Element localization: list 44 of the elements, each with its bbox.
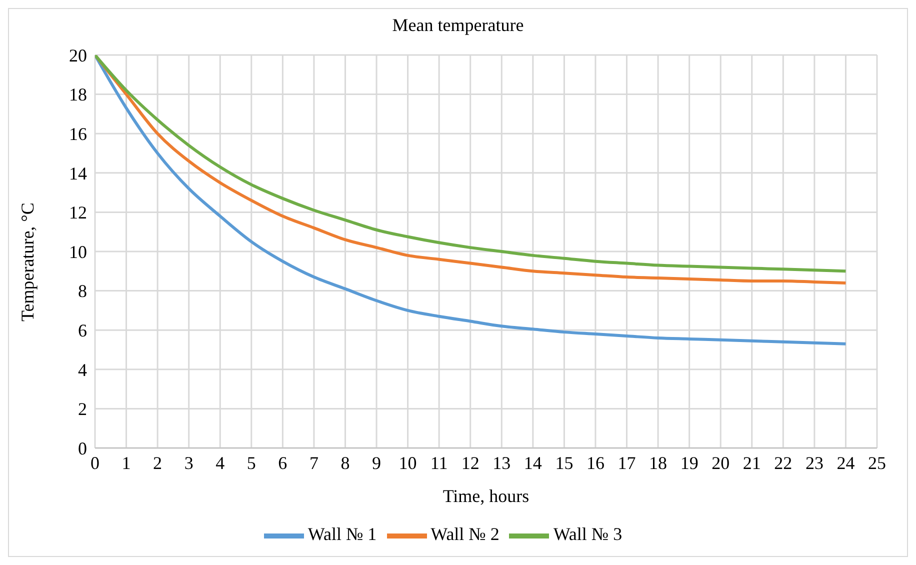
line-series bbox=[95, 55, 848, 346]
x-tick-label: 2 bbox=[153, 452, 162, 473]
x-tick-label: 17 bbox=[618, 452, 636, 473]
x-tick-label: 14 bbox=[524, 452, 542, 473]
x-tick-label: 22 bbox=[774, 452, 792, 473]
x-tick-label: 13 bbox=[492, 452, 511, 473]
y-tick-label: 0 bbox=[78, 438, 87, 458]
x-tick-label: 1 bbox=[122, 452, 131, 473]
legend-label: Wall № 1 bbox=[308, 524, 377, 544]
x-tick-label: 19 bbox=[680, 452, 698, 473]
legend-label: Wall № 2 bbox=[430, 524, 500, 544]
x-tick-label: 4 bbox=[216, 452, 225, 473]
x-axis-title: Time, hours bbox=[442, 486, 530, 506]
y-tick-label: 10 bbox=[69, 242, 87, 262]
y-tick-label: 2 bbox=[78, 399, 87, 420]
x-tick-label: 0 bbox=[90, 452, 100, 473]
y-tick-label: 20 bbox=[69, 45, 87, 66]
x-tick-label: 20 bbox=[712, 452, 730, 473]
x-tick-label: 10 bbox=[398, 452, 417, 473]
x-tick-label: 3 bbox=[184, 452, 194, 473]
y-tick-label: 16 bbox=[69, 124, 87, 144]
y-tick-label: 14 bbox=[69, 163, 87, 184]
x-tick-label: 9 bbox=[372, 452, 382, 473]
y-tick-label: 18 bbox=[69, 84, 87, 105]
y-tick-label: 12 bbox=[69, 202, 87, 223]
y-tick-label: 4 bbox=[78, 360, 87, 380]
y-tick-label: 6 bbox=[78, 320, 87, 340]
x-tick-label: 23 bbox=[805, 452, 824, 473]
x-tick-label: 18 bbox=[649, 452, 668, 473]
x-tick-label: 15 bbox=[555, 452, 574, 473]
x-tick-label: 25 bbox=[868, 452, 886, 473]
x-tick-label: 5 bbox=[246, 452, 256, 473]
x-tick-label: 21 bbox=[742, 452, 761, 473]
chart-title: Mean temperature bbox=[391, 15, 525, 36]
x-tick-label: 12 bbox=[461, 452, 480, 473]
x-tick-label: 8 bbox=[340, 452, 350, 473]
x-tick-label: 11 bbox=[430, 452, 448, 473]
x-tick-label: 24 bbox=[836, 452, 855, 473]
y-axis-title: Temperature, °C bbox=[17, 202, 38, 322]
legend-label: Wall № 3 bbox=[553, 524, 622, 544]
x-tick-label: 16 bbox=[586, 452, 604, 473]
x-tick-label: 7 bbox=[309, 452, 318, 473]
y-tick-label: 8 bbox=[78, 281, 87, 302]
x-tick-label: 6 bbox=[278, 452, 288, 473]
